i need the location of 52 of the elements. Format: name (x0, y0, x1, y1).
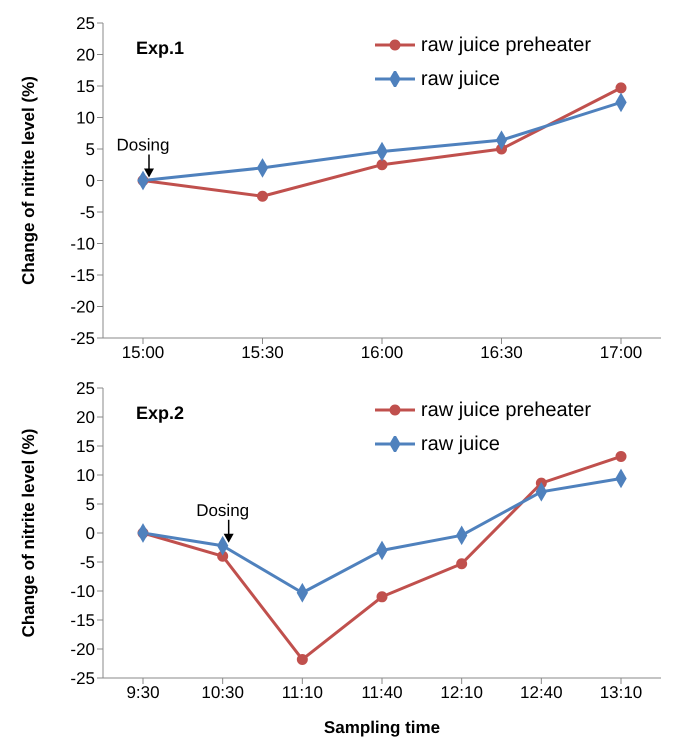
annotation: Dosing (196, 500, 250, 520)
x-tick-label: 12:10 (440, 683, 483, 702)
text: Exp.2 (136, 403, 184, 424)
x-tick-label: 11:10 (282, 683, 323, 702)
x-tick-label: 12:40 (520, 683, 563, 702)
point (616, 82, 626, 94)
y-tick-label: 10 (76, 108, 95, 128)
y-tick-label: 15 (76, 437, 95, 456)
y-tick-label: -20 (70, 298, 95, 317)
y-tick-label: -10 (70, 234, 95, 254)
legend-label: raw juice (420, 67, 500, 92)
y-tick-label: -25 (70, 669, 95, 688)
x-tick-label: 10:30 (201, 683, 244, 702)
legend-label: raw juice preheater (420, 398, 591, 423)
y-tick-label: -20 (70, 640, 95, 660)
x-tick-label: 13:10 (600, 683, 642, 702)
x-tick-label: 15:00 (122, 343, 164, 362)
y-tick-label: -25 (70, 329, 95, 348)
y-tick-label: -10 (70, 582, 95, 602)
y-tick-label: 25 (76, 379, 95, 398)
legend-label: raw juice (420, 432, 500, 457)
y-tick-label: 0 (86, 524, 95, 544)
y-axis-title: Change of nitrite level (%) (19, 428, 38, 638)
y-tick-label: 20 (76, 46, 95, 65)
text: Exp.1 (136, 38, 184, 59)
y-tick-label: 10 (76, 466, 95, 486)
y-tick-label: 0 (86, 172, 95, 191)
x-tick-label: 11:40 (361, 683, 403, 702)
x-tick-label: 17:00 (600, 343, 642, 362)
point (376, 591, 388, 602)
point (376, 159, 388, 170)
y-tick-label: 20 (76, 408, 95, 428)
point (616, 450, 626, 462)
x-tick-label: 15:30 (241, 343, 284, 362)
y-tick-label: -5 (80, 553, 95, 572)
point (296, 654, 308, 665)
y-tick-label: -15 (70, 611, 95, 630)
y-tick-label: 25 (76, 14, 95, 34)
annotation: Dosing (116, 136, 170, 154)
y-tick-label: 15 (76, 77, 95, 96)
y-tick-label: -15 (70, 266, 95, 286)
x-axis-title: Sampling time (324, 718, 440, 737)
y-tick-label: 5 (86, 495, 95, 514)
point (456, 558, 468, 570)
y-tick-label: -5 (80, 203, 95, 222)
y-axis-title: Change of nitrite level (%) (19, 76, 38, 285)
y-tick-label: 5 (86, 140, 95, 160)
x-tick-label: 9:30 (126, 683, 160, 702)
point (257, 190, 268, 202)
x-tick-label: 16:30 (480, 343, 523, 362)
x-tick-label: 16:00 (360, 343, 404, 362)
legend-label: raw juice preheater (420, 33, 591, 58)
